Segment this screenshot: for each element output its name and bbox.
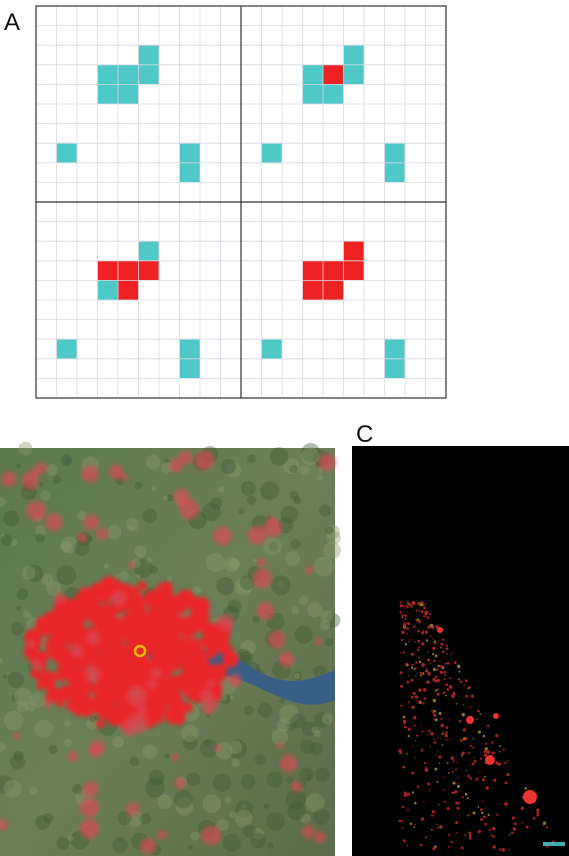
cell	[118, 261, 139, 281]
cell	[139, 241, 160, 261]
panel-label: A	[4, 9, 20, 36]
cell	[139, 65, 160, 85]
cell	[180, 339, 201, 359]
cell	[118, 280, 139, 300]
cell	[303, 65, 324, 85]
cell	[57, 143, 78, 163]
figure: A C	[0, 0, 569, 856]
night-map	[352, 446, 569, 856]
panel-label: C	[356, 421, 373, 448]
cell	[98, 84, 119, 104]
satellite-map	[0, 442, 341, 856]
cell	[385, 163, 406, 183]
cell	[98, 65, 119, 85]
cell	[139, 261, 160, 281]
cell	[385, 359, 406, 379]
cell	[344, 65, 365, 85]
cell	[180, 163, 201, 183]
cell	[262, 143, 283, 163]
cell	[180, 359, 201, 379]
cell	[385, 339, 406, 359]
cell	[98, 280, 119, 300]
cell	[323, 261, 344, 281]
cell	[344, 261, 365, 281]
cell	[344, 241, 365, 261]
cell	[323, 280, 344, 300]
cell	[98, 261, 119, 281]
grid-panel	[36, 6, 446, 398]
cell	[139, 45, 160, 65]
cell	[385, 143, 406, 163]
cell	[262, 339, 283, 359]
cell	[303, 261, 324, 281]
cell	[57, 339, 78, 359]
cell	[118, 65, 139, 85]
cell	[323, 65, 344, 85]
cell	[180, 143, 201, 163]
cell	[303, 84, 324, 104]
cell	[303, 280, 324, 300]
cell	[323, 84, 344, 104]
cell	[344, 45, 365, 65]
cell	[118, 84, 139, 104]
page: A C (() => { const data = JSON.parse(doc…	[0, 0, 569, 856]
